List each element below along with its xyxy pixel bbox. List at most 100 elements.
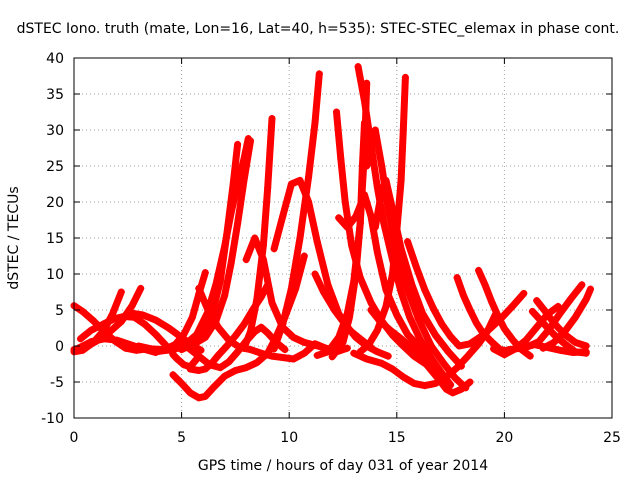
data-point: [169, 371, 177, 379]
data-point: [240, 176, 248, 184]
data-point: [201, 392, 209, 400]
data-point: [300, 349, 308, 357]
data-point: [216, 277, 224, 285]
data-point: [178, 346, 186, 354]
data-point: [481, 281, 489, 289]
data-point: [227, 259, 235, 267]
data-point: [324, 281, 332, 289]
data-point: [436, 377, 444, 385]
data-point: [180, 330, 188, 338]
data-point: [126, 309, 134, 317]
grid: [74, 58, 612, 418]
data-point: [223, 342, 231, 350]
data-point: [257, 349, 265, 357]
data-point: [221, 372, 229, 380]
data-point: [165, 324, 173, 332]
series-trace: [77, 313, 177, 357]
data-point: [384, 352, 392, 360]
data-point: [412, 263, 420, 271]
data-point: [135, 342, 143, 350]
data-point: [210, 383, 218, 391]
data-point: [152, 330, 160, 338]
data-point: [234, 220, 242, 228]
data-point: [279, 320, 287, 328]
data-point: [421, 382, 429, 390]
data-point: [87, 338, 95, 346]
data-point: [201, 365, 209, 373]
data-point: [305, 173, 313, 181]
data-point: [361, 97, 369, 105]
data-point: [460, 292, 468, 300]
data-point: [268, 114, 276, 122]
data-point: [453, 364, 461, 372]
data-point: [182, 342, 190, 350]
data-point: [455, 342, 463, 350]
data-point: [214, 323, 222, 331]
data-point: [490, 345, 498, 353]
data-point: [367, 212, 375, 220]
data-point: [472, 319, 480, 327]
data-point: [242, 364, 250, 372]
data-point: [225, 336, 233, 344]
data-point: [533, 323, 541, 331]
data-point: [533, 297, 541, 305]
data-point: [561, 328, 569, 336]
data-point: [487, 338, 495, 346]
x-tick-label: 25: [603, 430, 621, 446]
data-point: [397, 288, 405, 296]
data-point: [378, 359, 386, 367]
data-point: [296, 176, 304, 184]
data-point: [397, 335, 405, 343]
data-point: [137, 284, 145, 292]
data-point: [500, 325, 508, 333]
data-point: [259, 256, 267, 264]
data-point: [313, 238, 321, 246]
data-point: [173, 355, 181, 363]
data-point: [350, 349, 358, 357]
data-point: [404, 330, 412, 338]
data-point: [234, 140, 242, 148]
data-point: [337, 155, 345, 163]
data-point: [408, 281, 416, 289]
data-point: [169, 351, 177, 359]
x-axis-ticks: 0 5 10 15 20 25: [70, 58, 621, 446]
data-point: [414, 315, 422, 323]
data-point: [479, 329, 487, 337]
data-layer: [70, 63, 594, 402]
data-point: [509, 336, 517, 344]
data-point: [539, 319, 547, 327]
data-point: [561, 340, 569, 348]
data-point: [440, 360, 448, 368]
data-point: [382, 302, 390, 310]
data-point: [367, 306, 375, 314]
data-point: [582, 348, 590, 356]
data-point: [352, 333, 360, 341]
y-tick-label: -5: [50, 375, 64, 391]
data-point: [296, 234, 304, 242]
data-point: [335, 214, 343, 222]
data-point: [380, 220, 388, 228]
data-point: [343, 344, 351, 352]
data-point: [406, 313, 414, 321]
data-point: [500, 351, 508, 359]
data-series: [240, 114, 276, 352]
data-point: [328, 353, 336, 361]
data-point: [330, 306, 338, 314]
x-tick-label: 0: [70, 430, 79, 446]
data-point: [475, 266, 483, 274]
data-point: [487, 297, 495, 305]
data-point: [223, 230, 231, 238]
data-point: [152, 316, 160, 324]
data-point: [401, 73, 409, 81]
data-series: [328, 119, 369, 361]
data-point: [287, 284, 295, 292]
data-point: [311, 341, 319, 349]
data-point: [246, 346, 254, 354]
data-point: [363, 162, 371, 170]
data-point: [229, 180, 237, 188]
data-point: [442, 373, 450, 381]
data-point: [520, 289, 528, 297]
data-point: [281, 346, 289, 354]
data-point: [206, 361, 214, 369]
